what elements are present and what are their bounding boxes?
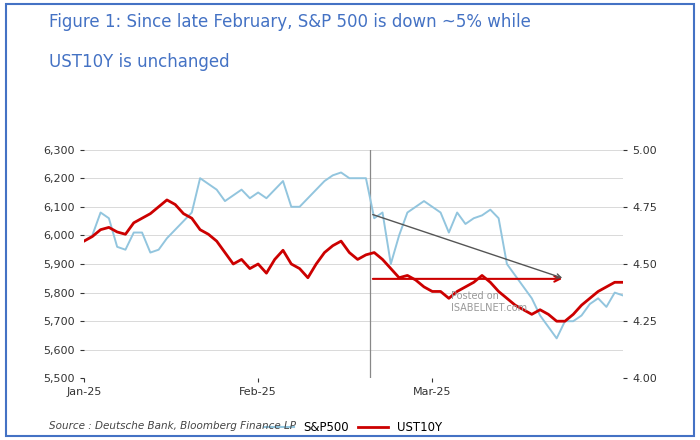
Text: Posted on
ISABELNET.com: Posted on ISABELNET.com <box>451 291 526 313</box>
Legend: S&P500, UST10Y: S&P500, UST10Y <box>260 416 447 439</box>
Text: Figure 1: Since late February, S&P 500 is down ~5% while: Figure 1: Since late February, S&P 500 i… <box>49 13 531 31</box>
Text: UST10Y is unchanged: UST10Y is unchanged <box>49 53 230 71</box>
Text: Source : Deutsche Bank, Bloomberg Finance LP: Source : Deutsche Bank, Bloomberg Financ… <box>49 421 296 431</box>
